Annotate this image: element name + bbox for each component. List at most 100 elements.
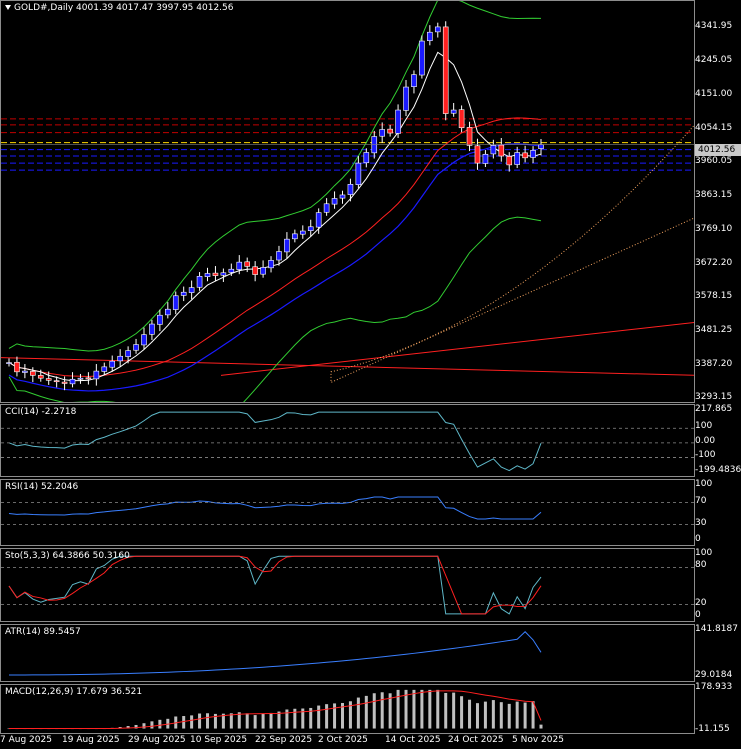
axis-tick-label: 3960.05 [695, 156, 733, 167]
candle-body [307, 226, 314, 231]
candle-body [490, 145, 497, 155]
candle-body [434, 26, 441, 33]
candle-body [196, 276, 203, 288]
macd-histogram-bar [340, 702, 344, 729]
candle-body [22, 370, 28, 373]
candle-body [244, 261, 251, 267]
axis-tick-label: 100 [695, 479, 713, 489]
macd-histogram-bar [190, 715, 194, 729]
axis-tick-label: -199.4836 [695, 465, 741, 475]
dropdown-triangle-icon[interactable] [5, 5, 11, 10]
candle-body [450, 109, 457, 114]
candle-body [165, 308, 171, 316]
time-axis-label: 10 Sep 2025 [190, 735, 248, 745]
rsi-pane[interactable]: RSI(14) 52.2046 [0, 479, 695, 546]
candle-body [419, 40, 425, 76]
macd-histogram-bar [483, 701, 487, 729]
candle-body [125, 350, 131, 357]
candle-body [157, 314, 163, 325]
macd-histogram-bar [150, 721, 154, 729]
macd-histogram-bar [531, 701, 535, 729]
bollinger-lower [8, 216, 542, 402]
candle-body [117, 355, 123, 362]
time-axis-label: 29 Aug 2025 [128, 735, 186, 745]
macd-histogram-bar [499, 702, 503, 729]
candle-body [45, 378, 52, 381]
candle-body [363, 152, 370, 164]
macd-histogram-bar [237, 712, 241, 729]
time-axis-label: 7 Aug 2025 [0, 735, 52, 745]
candle-body [387, 128, 393, 134]
axis-tick-label: 30 [695, 517, 707, 528]
sto-pane[interactable]: Sto(5,3,3) 64.3866 50.3160 [0, 548, 695, 622]
time-axis-label: 14 Oct 2025 [385, 735, 441, 745]
axis-tick-label: 100 [695, 548, 713, 558]
candle-body [284, 238, 290, 253]
rsi-chart [1, 496, 694, 525]
macd-histogram-bar [333, 703, 337, 729]
macd-histogram-bar [198, 713, 202, 729]
macd-histogram-bar [372, 693, 376, 729]
symbol-ohlc-label: GOLD#,Daily 4001.39 4017.47 3997.95 4012… [14, 3, 234, 13]
macd-histogram-bar [229, 713, 233, 729]
axis-tick-label: 20 [695, 597, 707, 608]
price-chart[interactable] [1, 1, 695, 403]
macd-chart [7, 689, 543, 730]
candle-body [458, 109, 465, 129]
macd-title: MACD(12,26,9) 17.679 36.521 [5, 687, 143, 697]
candle-body [403, 86, 409, 111]
macd-histogram-bar [523, 702, 527, 729]
cci-title: CCI(14) -2.2718 [5, 407, 77, 417]
axis-tick-label: 0.00 [695, 435, 716, 446]
price-pane[interactable]: GOLD#,Daily 4001.39 4017.47 3997.95 4012… [0, 0, 695, 403]
moving-average-blue [8, 143, 542, 392]
macd-histogram-bar [412, 689, 416, 729]
axis-tick-label: 4341.95 [695, 20, 733, 31]
candle-body [522, 152, 528, 159]
candle-body [141, 334, 147, 346]
atr-line [8, 631, 542, 676]
macd-histogram-bar [428, 689, 432, 729]
bollinger-upper [8, 1, 542, 352]
candle-body [204, 273, 211, 277]
candle-body [395, 109, 401, 134]
candle-body [149, 323, 155, 335]
macd-pane[interactable]: MACD(12,26,9) 17.679 36.521 [0, 684, 695, 734]
axis-tick-label: 0 [695, 534, 701, 544]
macd-histogram-bar [182, 716, 186, 729]
cci-pane[interactable]: CCI(14) -2.2718 [0, 404, 695, 477]
time-axis-label: 2 Oct 2025 [318, 735, 368, 745]
candle-body [331, 198, 338, 205]
axis-tick-label: -11.155 [695, 724, 730, 734]
candle-body [355, 162, 362, 185]
axis-tick-label: 29.0184 [695, 670, 733, 680]
axis-tick-label: 3769.10 [695, 223, 733, 234]
macd-histogram-bar [507, 703, 511, 729]
macd-histogram-bar [142, 723, 146, 729]
candle-body [339, 194, 346, 199]
candle-body [379, 129, 385, 137]
candle-body [14, 361, 20, 373]
axis-tick-label: 217.865 [695, 404, 733, 414]
candle-body [85, 377, 92, 380]
macd-histogram-bar [460, 696, 464, 729]
axis-tick-label: 80 [695, 560, 707, 571]
candle-body [109, 360, 116, 368]
candle-body [252, 266, 258, 275]
candle-body [180, 291, 187, 296]
atr-pane[interactable]: ATR(14) 89.5457 [0, 624, 695, 682]
last-price-tag: 4012.56 [695, 144, 741, 156]
axis-tick-label: 178.933 [695, 682, 733, 692]
macd-histogram-bar [285, 709, 289, 729]
axis-tick-label: 3672.20 [695, 257, 733, 268]
axis-tick-label: 0 [695, 610, 701, 620]
candle-body [299, 230, 306, 235]
macd-histogram-bar [364, 695, 368, 729]
macd-histogram-bar [293, 708, 297, 729]
candle-body [93, 370, 100, 380]
candle-body [69, 378, 76, 385]
axis-tick-label: 3578.15 [695, 291, 733, 302]
axis-tick-label: 70 [695, 495, 707, 506]
macd-histogram-bar [539, 724, 543, 729]
macd-histogram-bar [118, 727, 122, 729]
